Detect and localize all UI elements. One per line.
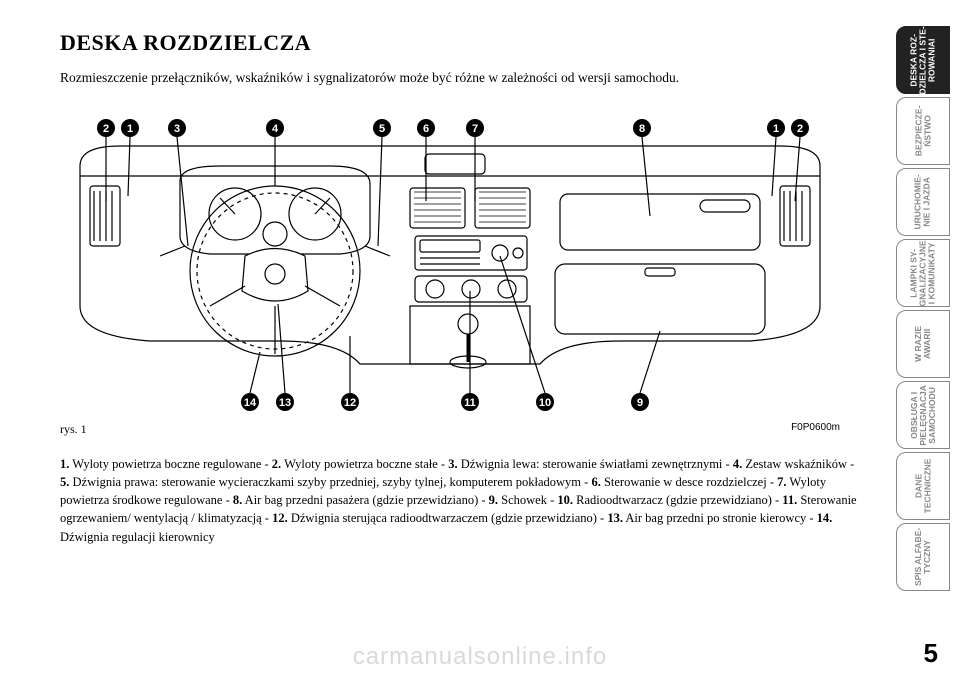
side-tab-label: URUCHOMIE- NIE I JAZDA [914, 174, 932, 229]
callout-number: 3 [174, 123, 180, 135]
dashboard-figure: 213456781214131211109 rys. 1 F0P0600m [60, 106, 840, 437]
legend-num: 4. [733, 457, 742, 471]
side-tab-label: W RAZIE AWARII [914, 326, 932, 362]
page-number: 5 [924, 638, 938, 669]
callout-number: 6 [423, 123, 429, 135]
callout-leader [378, 137, 382, 246]
legend-num: 6. [591, 475, 600, 489]
side-tab[interactable]: W RAZIE AWARII [896, 310, 950, 378]
callout-number: 1 [127, 123, 133, 135]
side-tab[interactable]: SPIS ALFABE- TYCZNY [896, 523, 950, 591]
side-tab-label: BEZPIECZE- ŃSTWO [914, 106, 932, 157]
side-tab-label: DESKA ROZ- DZIELCZA I STE- ROWANIAI [910, 26, 937, 94]
legend-num: 2. [272, 457, 281, 471]
callout-number: 2 [797, 123, 803, 135]
watermark: carmanualsonline.info [0, 643, 960, 671]
callout-number: 5 [379, 123, 385, 135]
callout-number: 7 [472, 123, 478, 135]
legend-num: 11. [782, 493, 797, 507]
page-title: DESKA ROZDZIELCZA [60, 30, 860, 56]
callout-number: 13 [279, 397, 291, 409]
legend-num: 13. [607, 511, 623, 525]
side-tab[interactable]: DESKA ROZ- DZIELCZA I STE- ROWANIAI [896, 26, 950, 94]
dashboard-svg: 213456781214131211109 [60, 106, 840, 416]
callout-leader [250, 352, 260, 393]
callout-number: 8 [639, 123, 645, 135]
side-tab-label: LAMPKI SY- GNALIZACYJNE I KOMUNIKATY [910, 240, 937, 306]
side-tab[interactable]: URUCHOMIE- NIE I JAZDA [896, 168, 950, 236]
side-tab-label: DANE TECHNICZNE [914, 459, 932, 514]
legend-num: 8. [233, 493, 242, 507]
figure-code: F0P0600m [791, 422, 840, 437]
legend-num: 1. [60, 457, 69, 471]
callout-number: 9 [637, 397, 643, 409]
figure-legend: 1. Wyloty powietrza boczne regulowane - … [60, 455, 860, 546]
legend-num: 10. [557, 493, 573, 507]
side-tabs: DESKA ROZ- DZIELCZA I STE- ROWANIAI BEZPI… [896, 26, 950, 591]
legend-num: 5. [60, 475, 69, 489]
callout-number: 2 [103, 123, 109, 135]
callout-number: 14 [244, 397, 257, 409]
legend-num: 14. [817, 511, 833, 525]
callout-leader [640, 331, 660, 393]
side-tab[interactable]: BEZPIECZE- ŃSTWO [896, 97, 950, 165]
figure-caption: rys. 1 [60, 422, 87, 437]
side-tab[interactable]: OBSŁUGA I PIELĘGNACJA SAMOCHODU [896, 381, 950, 449]
side-tab-label: OBSŁUGA I PIELĘGNACJA SAMOCHODU [910, 385, 937, 445]
legend-num: 9. [489, 493, 498, 507]
callout-number: 12 [344, 397, 356, 409]
callout-number: 10 [539, 397, 551, 409]
side-tab-label: SPIS ALFABE- TYCZNY [914, 528, 932, 586]
side-tab[interactable]: DANE TECHNICZNE [896, 452, 950, 520]
callout-leader [177, 137, 188, 246]
callout-number: 11 [464, 397, 476, 409]
legend-num: 12. [272, 511, 288, 525]
callout-number: 4 [272, 123, 279, 135]
side-tab[interactable]: LAMPKI SY- GNALIZACYJNE I KOMUNIKATY [896, 239, 950, 307]
legend-num: 7. [777, 475, 786, 489]
intro-text: Rozmieszczenie przełączników, wskaźników… [60, 70, 860, 86]
callout-number: 1 [773, 123, 779, 135]
legend-num: 3. [448, 457, 457, 471]
